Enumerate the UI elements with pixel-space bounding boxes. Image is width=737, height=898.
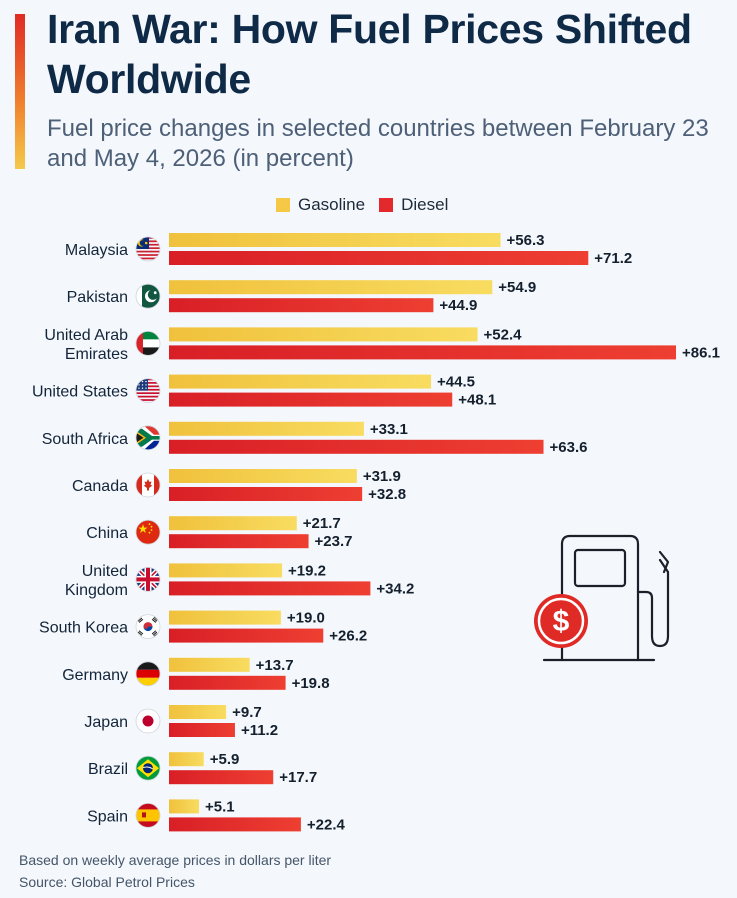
title-accent-bar bbox=[15, 14, 25, 169]
category-label: Malaysia bbox=[65, 242, 128, 259]
diesel-bar bbox=[169, 534, 309, 549]
category-label: Brazil bbox=[88, 761, 128, 778]
diesel-bar bbox=[169, 251, 589, 265]
diesel-value-label: +63.6 bbox=[550, 439, 588, 456]
gasoline-bar bbox=[169, 280, 493, 295]
gasoline-value-label: +9.7 bbox=[232, 704, 262, 721]
category-label: Germany bbox=[62, 667, 128, 684]
usa-flag bbox=[135, 378, 161, 404]
fuel-pump-dollar-icon: $ bbox=[534, 534, 670, 662]
diesel-bar bbox=[169, 345, 676, 360]
gasoline-swatch bbox=[276, 198, 290, 212]
malaysia-flag bbox=[135, 236, 161, 262]
gasoline-bar bbox=[169, 657, 250, 672]
diesel-value-label: +22.4 bbox=[307, 816, 346, 833]
brazil-flag bbox=[135, 755, 161, 781]
diesel-bar bbox=[169, 723, 235, 737]
gasoline-value-label: +5.1 bbox=[205, 798, 235, 815]
chart-subtitle: Fuel price changes in selected countries… bbox=[47, 115, 709, 172]
gasoline-bar bbox=[169, 563, 283, 578]
footnote: Based on weekly average prices in dollar… bbox=[19, 849, 331, 893]
category-label: United States bbox=[32, 384, 128, 401]
diesel-value-label: +17.7 bbox=[279, 769, 317, 786]
category-label: South Korea bbox=[39, 620, 128, 637]
gasoline-bar bbox=[169, 327, 478, 342]
gasoline-value-label: +44.5 bbox=[437, 374, 475, 391]
gasoline-value-label: +19.2 bbox=[288, 562, 326, 579]
china-flag bbox=[135, 519, 161, 545]
diesel-value-label: +26.2 bbox=[329, 628, 367, 645]
gasoline-value-label: +5.9 bbox=[210, 751, 240, 768]
gasoline-value-label: +54.9 bbox=[498, 279, 536, 296]
spain-flag bbox=[135, 803, 161, 828]
diesel-value-label: +11.2 bbox=[241, 722, 278, 739]
category-label: Pakistan bbox=[67, 289, 128, 306]
footnote-source: Source: Global Petrol Prices bbox=[19, 874, 195, 890]
diesel-value-label: +48.1 bbox=[458, 392, 496, 409]
category-label: United Kingdom bbox=[65, 563, 128, 599]
legend: Gasoline Diesel bbox=[276, 194, 448, 216]
footnote-note: Based on weekly average prices in dollar… bbox=[19, 852, 332, 868]
diesel-bar bbox=[169, 675, 286, 690]
gasoline-bar bbox=[169, 705, 227, 719]
gasoline-value-label: +13.7 bbox=[256, 657, 294, 674]
category-label: Japan bbox=[84, 714, 128, 731]
category-label: China bbox=[86, 525, 128, 542]
gasoline-bar bbox=[169, 374, 432, 389]
gasoline-bar bbox=[169, 421, 364, 436]
gasoline-bar bbox=[169, 233, 501, 247]
diesel-bar bbox=[169, 817, 301, 832]
category-label: Spain bbox=[87, 808, 128, 825]
chart-title: Iran War: How Fuel Prices Shifted Worldw… bbox=[47, 6, 692, 102]
diesel-value-label: +23.7 bbox=[315, 533, 353, 550]
legend-item-diesel: Diesel bbox=[379, 195, 448, 215]
category-label: South Africa bbox=[42, 431, 128, 448]
diesel-value-label: +86.1 bbox=[682, 344, 720, 361]
legend-label-diesel: Diesel bbox=[401, 195, 449, 214]
diesel-bar bbox=[169, 628, 324, 643]
category-label: United Arab Emirates bbox=[44, 327, 128, 363]
legend-item-gasoline: Gasoline bbox=[276, 195, 365, 215]
gasoline-value-label: +52.4 bbox=[484, 326, 523, 343]
legend-label-gasoline: Gasoline bbox=[298, 195, 366, 214]
diesel-bar bbox=[169, 487, 363, 501]
diesel-bar bbox=[169, 770, 274, 785]
japan-flag bbox=[135, 708, 161, 734]
diesel-bar bbox=[169, 439, 544, 454]
diesel-bar bbox=[169, 392, 453, 407]
diesel-bar bbox=[169, 581, 371, 596]
gasoline-value-label: +21.7 bbox=[303, 515, 341, 532]
germany-flag bbox=[135, 661, 161, 687]
diesel-swatch bbox=[379, 198, 394, 212]
category-label: Canada bbox=[72, 478, 128, 495]
diesel-value-label: +32.8 bbox=[368, 486, 406, 503]
gasoline-value-label: +33.1 bbox=[370, 421, 408, 438]
pakistan-flag bbox=[135, 283, 161, 309]
gasoline-bar bbox=[169, 752, 204, 767]
gasoline-value-label: +19.0 bbox=[287, 610, 325, 627]
diesel-value-label: +34.2 bbox=[376, 580, 414, 597]
gasoline-bar bbox=[169, 799, 200, 814]
south-korea-flag bbox=[135, 614, 161, 640]
diesel-value-label: +19.8 bbox=[292, 675, 330, 692]
gasoline-bar bbox=[169, 469, 357, 483]
canada-flag bbox=[135, 472, 161, 498]
south-africa-flag bbox=[135, 425, 161, 451]
uae-flag bbox=[135, 331, 161, 356]
diesel-value-label: +44.9 bbox=[439, 297, 477, 314]
diesel-value-label: +71.2 bbox=[594, 250, 632, 267]
gasoline-bar bbox=[169, 516, 297, 531]
gasoline-bar bbox=[169, 610, 281, 625]
bar-chart: Malaysia +56.3 +71.2 Pakistan +54.9 +44.9 Unit… bbox=[32, 232, 720, 833]
diesel-bar bbox=[169, 298, 434, 313]
gasoline-value-label: +56.3 bbox=[507, 232, 545, 249]
uk-flag bbox=[135, 566, 161, 592]
svg-text:$: $ bbox=[553, 605, 570, 638]
gasoline-value-label: +31.9 bbox=[363, 468, 401, 485]
